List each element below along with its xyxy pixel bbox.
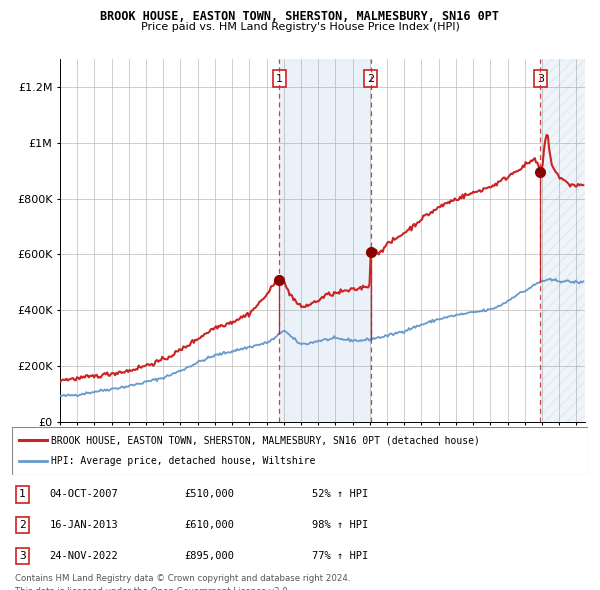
Text: 3: 3 — [537, 74, 544, 84]
Bar — [540, 59, 585, 422]
Text: BROOK HOUSE, EASTON TOWN, SHERSTON, MALMESBURY, SN16 0PT: BROOK HOUSE, EASTON TOWN, SHERSTON, MALM… — [101, 10, 499, 23]
Text: £510,000: £510,000 — [185, 490, 235, 499]
Text: This data is licensed under the Open Government Licence v3.0.: This data is licensed under the Open Gov… — [15, 587, 290, 590]
Text: 16-JAN-2013: 16-JAN-2013 — [49, 520, 118, 530]
Text: 77% ↑ HPI: 77% ↑ HPI — [311, 551, 368, 560]
Text: BROOK HOUSE, EASTON TOWN, SHERSTON, MALMESBURY, SN16 0PT (detached house): BROOK HOUSE, EASTON TOWN, SHERSTON, MALM… — [51, 435, 480, 445]
Text: 2: 2 — [19, 520, 26, 530]
Text: 04-OCT-2007: 04-OCT-2007 — [49, 490, 118, 499]
Text: 52% ↑ HPI: 52% ↑ HPI — [311, 490, 368, 499]
Text: HPI: Average price, detached house, Wiltshire: HPI: Average price, detached house, Wilt… — [51, 457, 316, 467]
Text: Contains HM Land Registry data © Crown copyright and database right 2024.: Contains HM Land Registry data © Crown c… — [15, 574, 350, 583]
FancyBboxPatch shape — [12, 427, 588, 475]
Text: £610,000: £610,000 — [185, 520, 235, 530]
Text: 3: 3 — [19, 551, 26, 560]
Text: 24-NOV-2022: 24-NOV-2022 — [49, 551, 118, 560]
Text: 1: 1 — [19, 490, 26, 499]
Text: Price paid vs. HM Land Registry's House Price Index (HPI): Price paid vs. HM Land Registry's House … — [140, 22, 460, 32]
Bar — [280, 59, 371, 422]
Text: 1: 1 — [276, 74, 283, 84]
Text: 98% ↑ HPI: 98% ↑ HPI — [311, 520, 368, 530]
Text: 2: 2 — [367, 74, 374, 84]
Text: £895,000: £895,000 — [185, 551, 235, 560]
